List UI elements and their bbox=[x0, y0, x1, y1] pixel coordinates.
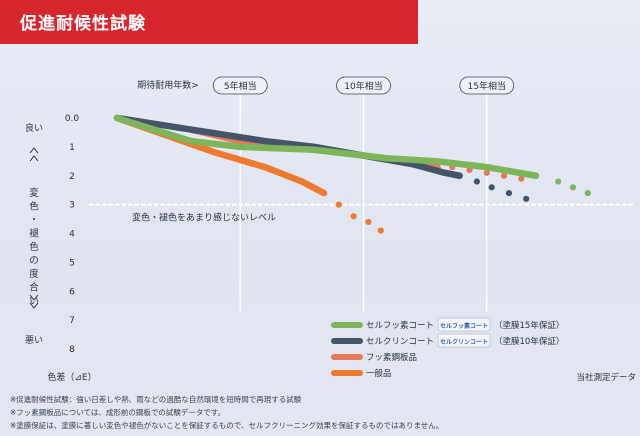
legend-note: （塗膜15年保証） bbox=[494, 320, 564, 331]
legend-label: セルクリンコート bbox=[366, 337, 434, 347]
milestone-label: 5年相当 bbox=[224, 80, 257, 92]
legend-label: フッ素鋼板品 bbox=[366, 352, 417, 363]
series-dot-2 bbox=[518, 175, 525, 182]
footnote-3: ※塗膜保証は、塗膜に著しい変色や褪色がないことを保証するもので、セルフクリーニン… bbox=[10, 421, 444, 430]
legend-badge bbox=[437, 317, 491, 332]
x-header-label: 期待耐用年数> bbox=[137, 79, 199, 91]
chevron-down-icon bbox=[29, 302, 39, 309]
series-dot-3 bbox=[335, 201, 342, 208]
y-middle-label-char: 色 bbox=[29, 201, 39, 213]
y-middle-label-char: 変 bbox=[29, 187, 39, 199]
threshold-label: 変色・褪色をあまり感じないレベル bbox=[132, 212, 276, 224]
milestone-pill bbox=[212, 76, 268, 95]
chevron-up-icon bbox=[29, 155, 39, 162]
page-title: 促進耐候性試験 bbox=[20, 14, 146, 34]
series-dot-1 bbox=[523, 195, 530, 202]
milestone-pill bbox=[336, 76, 391, 95]
legend-badge-text: セルクリンコート bbox=[440, 338, 488, 346]
y-tick-label: 1 bbox=[69, 143, 75, 153]
y-tick-label: 6 bbox=[69, 287, 75, 297]
series-dot-3 bbox=[365, 218, 372, 226]
y-axis-label: 色差（⊿E） bbox=[47, 371, 96, 383]
milestone-pill bbox=[459, 76, 515, 95]
title-bar: 促進耐候性試験 bbox=[0, 0, 418, 44]
y-tick-label: 5 bbox=[69, 258, 75, 268]
y-middle-label-char: の bbox=[29, 256, 39, 267]
chevron-up-icon bbox=[29, 147, 39, 154]
y-middle-label-char: ・ bbox=[29, 215, 39, 226]
y-tick-label: 0.0 bbox=[65, 114, 80, 124]
legend-note: （塗膜10年保証） bbox=[494, 336, 564, 347]
series-dot-0 bbox=[584, 189, 591, 197]
y-middle-label-char: 褪 bbox=[29, 229, 39, 240]
series-dot-0 bbox=[555, 178, 562, 185]
series-dot-2 bbox=[500, 172, 508, 179]
y-tick-label: 3 bbox=[69, 201, 75, 211]
footnote-2: ※フッ素鋼板品については、成形前の鋼板での試験データです。 bbox=[10, 408, 226, 417]
footnote-1: ※促進耐候性試験：強い日差しや熱、雨などの過酷な自然環境を短時間で再現する試験 bbox=[10, 395, 302, 404]
y-label-good: 良い bbox=[25, 122, 43, 134]
y-label-bad: 悪い bbox=[25, 335, 43, 346]
series-dot-2 bbox=[483, 169, 490, 176]
series-line-0 bbox=[113, 114, 540, 179]
y-middle-label-char: い bbox=[29, 296, 39, 307]
legend-label: セルフッ素コート bbox=[366, 320, 434, 331]
y-middle-label-char: 色 bbox=[29, 241, 39, 253]
y-tick-label: 7 bbox=[69, 316, 75, 326]
source-label: 当社測定データ bbox=[576, 372, 636, 383]
y-tick-label: 2 bbox=[69, 172, 75, 182]
footnotes: ※促進耐候性試験：強い日差しや熱、雨などの過酷な自然環境を短時間で再現する試験 … bbox=[10, 393, 630, 432]
y-middle-label-char: 合 bbox=[29, 282, 39, 294]
series-dot-1 bbox=[505, 189, 513, 197]
series-dot-1 bbox=[473, 178, 480, 185]
milestone-label: 10年相当 bbox=[344, 80, 382, 92]
chevron-down-icon bbox=[29, 294, 39, 301]
legend-label: 一般品 bbox=[366, 368, 392, 379]
legend-badge-text: セルフッ素コート bbox=[440, 322, 488, 330]
y-middle-label-char: 度 bbox=[29, 268, 39, 280]
milestone-label: 15年相当 bbox=[468, 80, 506, 92]
series-dot-1 bbox=[488, 184, 495, 191]
y-tick-label: 8 bbox=[69, 345, 75, 355]
series-dot-3 bbox=[350, 213, 357, 220]
legend-badge bbox=[437, 333, 491, 348]
series-dot-0 bbox=[569, 184, 577, 191]
series-dot-3 bbox=[377, 227, 384, 234]
y-tick-label: 4 bbox=[69, 230, 75, 240]
